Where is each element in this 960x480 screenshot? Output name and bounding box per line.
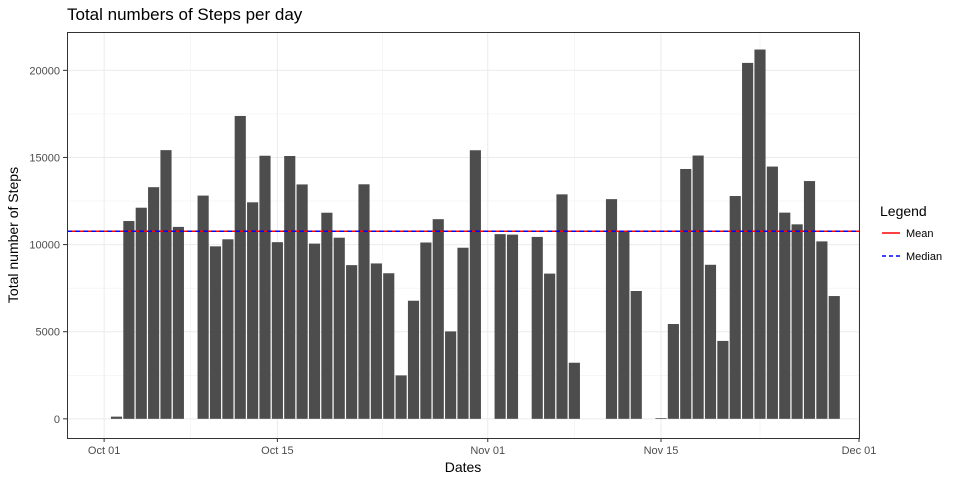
- bar: [618, 231, 630, 419]
- x-tick-label: Dec 01: [842, 445, 877, 457]
- bar: [655, 418, 667, 419]
- bar: [222, 239, 234, 419]
- bar: [160, 150, 172, 419]
- bar: [346, 265, 358, 419]
- bar: [395, 375, 407, 419]
- bar: [803, 181, 816, 419]
- bar: [556, 194, 568, 419]
- y-tick-label: 10000: [29, 240, 60, 252]
- bar: [494, 234, 506, 419]
- bar: [667, 324, 679, 419]
- bar: [816, 241, 828, 419]
- bar: [370, 263, 382, 419]
- y-tick-label: 0: [54, 414, 60, 426]
- plot-panel: [67, 32, 860, 439]
- x-tick-label: Nov 01: [470, 445, 505, 457]
- x-tick-label: Nov 15: [644, 445, 679, 457]
- bar: [729, 196, 741, 419]
- bar: [791, 224, 803, 419]
- bar: [469, 150, 481, 419]
- bar: [321, 212, 333, 419]
- legend-title: Legend: [880, 203, 927, 219]
- bar: [420, 242, 432, 419]
- bar: [271, 242, 283, 419]
- y-axis: 0 5000 10000 15000 20000: [29, 65, 67, 426]
- bar: [197, 195, 209, 419]
- bar: [234, 115, 246, 419]
- bar: [284, 156, 296, 419]
- legend-mean-label: Mean: [906, 228, 934, 240]
- bar: [680, 168, 692, 419]
- bar: [766, 166, 778, 419]
- bar: [333, 237, 345, 419]
- bar: [568, 362, 580, 419]
- bar: [259, 155, 271, 419]
- bar: [445, 331, 457, 419]
- panel-border: [67, 32, 860, 439]
- y-tick-label: 5000: [36, 327, 60, 339]
- bar: [754, 49, 766, 419]
- bar-series: [110, 49, 840, 419]
- bar: [544, 273, 556, 419]
- bar: [779, 212, 791, 419]
- bar: [506, 234, 519, 419]
- legend: Legend Mean Median: [880, 203, 942, 263]
- bar: [605, 199, 618, 419]
- bar: [692, 155, 704, 419]
- legend-median-label: Median: [906, 251, 942, 263]
- bar: [296, 184, 308, 419]
- bar: [704, 264, 717, 419]
- bar: [209, 246, 222, 419]
- bar: [432, 219, 444, 419]
- bar: [172, 226, 184, 419]
- x-axis: Oct 01 Oct 15 Nov 01 Nov 15 Dec 01: [88, 438, 877, 457]
- chart-title: Total numbers of Steps per day: [67, 5, 303, 24]
- bar: [135, 207, 147, 419]
- bar: [148, 187, 160, 419]
- y-tick-label: 20000: [29, 65, 60, 77]
- bar: [630, 291, 642, 419]
- bar: [358, 184, 370, 419]
- bar: [828, 296, 840, 419]
- bar: [308, 243, 321, 419]
- y-axis-title: Total number of Steps: [5, 167, 21, 303]
- bar: [531, 236, 543, 419]
- bar: [717, 340, 729, 419]
- x-axis-title: Dates: [445, 459, 482, 475]
- bar: [123, 221, 135, 419]
- bar: [110, 416, 123, 419]
- bar: [383, 273, 395, 419]
- bar: [742, 62, 754, 419]
- bar: [247, 202, 259, 419]
- bar: [407, 300, 420, 419]
- x-tick-label: Oct 15: [261, 445, 293, 457]
- x-tick-label: Oct 01: [88, 445, 120, 457]
- y-tick-label: 15000: [29, 152, 60, 164]
- bar: [457, 247, 469, 419]
